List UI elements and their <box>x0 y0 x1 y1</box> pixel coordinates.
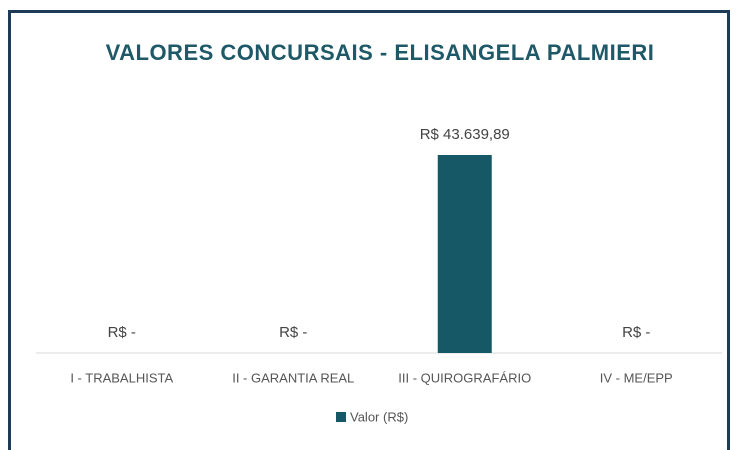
chart-frame <box>8 10 730 450</box>
data-label: R$ - <box>622 324 650 341</box>
x-tick-label: III - QUIROGRAFÁRIO <box>398 370 531 385</box>
data-label: R$ - <box>108 324 136 341</box>
x-tick-label: IV - ME/EPP <box>600 370 673 385</box>
data-label: R$ - <box>279 324 307 341</box>
chart-title: VALORES CONCURSAIS - ELISANGELA PALMIERI <box>105 40 655 65</box>
data-label: R$ 43.639,89 <box>420 126 510 143</box>
legend-swatch <box>336 412 346 422</box>
x-tick-label: II - GARANTIA REAL <box>232 370 354 385</box>
legend-label: Valor (R$) <box>350 409 408 424</box>
x-tick-label: I - TRABALHISTA <box>70 370 173 385</box>
bar <box>437 155 492 353</box>
